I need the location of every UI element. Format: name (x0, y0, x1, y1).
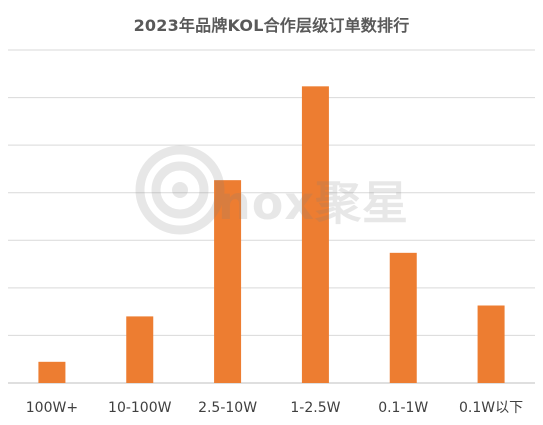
x-tick-label: 100W+ (26, 400, 78, 416)
grid-lines (8, 49, 535, 384)
x-tick-label: 10-100W (108, 400, 172, 416)
x-tick-label: 0.1W以下 (459, 400, 523, 416)
x-axis-ticks: 100W+ 10-100W 2.5-10W 1-2.5W 0.1-1W 0.1W以下 (26, 400, 523, 416)
bar (126, 316, 154, 383)
bar-series (38, 86, 505, 383)
chart-title: 2023年品牌KOL合作层级订单数排行 (133, 16, 410, 35)
x-tick-label: 1-2.5W (290, 400, 340, 416)
bar (389, 252, 417, 383)
x-tick-label: 0.1-1W (378, 400, 428, 416)
bar (38, 361, 66, 383)
bar (477, 305, 505, 383)
bar (301, 86, 329, 383)
x-tick-label: 2.5-10W (198, 400, 257, 416)
bar (214, 180, 242, 383)
